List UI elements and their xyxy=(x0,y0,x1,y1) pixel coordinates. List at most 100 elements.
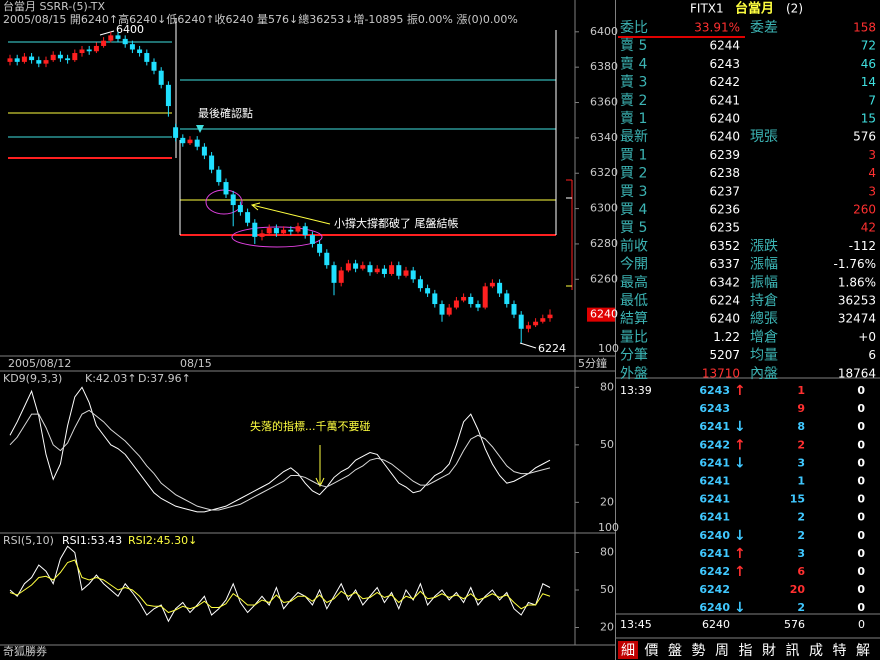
y-tick-label: 20 xyxy=(600,621,614,634)
quote-value: 576 xyxy=(853,130,876,144)
quote-label: 買 3 xyxy=(620,184,647,200)
tab[interactable]: 盤 xyxy=(668,643,682,659)
kd-note: 失落的指標...千萬不要碰 xyxy=(250,419,371,433)
tick-price: 6241 xyxy=(699,511,730,524)
candle-body xyxy=(309,235,315,244)
candle-body xyxy=(345,263,351,271)
candle-body xyxy=(432,293,438,305)
quote-label: 分筆 xyxy=(620,348,648,364)
tick-flag: 0 xyxy=(858,618,865,631)
tick-volume: 2 xyxy=(797,601,805,614)
indicator-line xyxy=(9,386,551,513)
last-price: 6240 xyxy=(590,308,618,321)
y-tick-label: 6320 xyxy=(590,166,618,179)
quote-qty: 14 xyxy=(861,75,876,89)
tab[interactable]: 解 xyxy=(856,643,870,659)
quote-label: 委比 xyxy=(620,20,648,36)
tick-volume: 20 xyxy=(790,583,806,596)
quote-label: 量比 xyxy=(620,329,648,345)
rsi1-label: RSI1:53.43 xyxy=(62,534,122,547)
quote-value: 6342 xyxy=(709,275,740,289)
tick-flag: 0 xyxy=(857,384,865,397)
quote-symbol: FITX1 xyxy=(690,2,724,16)
quote-qty: 3 xyxy=(868,148,876,162)
tick-volume: 8 xyxy=(797,420,805,433)
quote-label: 賣 1 xyxy=(620,111,647,127)
tick-price: 6241 xyxy=(699,493,730,506)
candle-body xyxy=(65,58,71,61)
high-label: 6400 xyxy=(116,23,144,36)
tab[interactable]: 細 xyxy=(621,643,635,659)
candle-body xyxy=(468,296,474,305)
candle-body xyxy=(425,288,431,294)
candle-body xyxy=(29,56,35,61)
quote-qty: 7 xyxy=(868,93,876,107)
candle-body xyxy=(374,268,380,273)
candle-body xyxy=(201,146,207,156)
quote-label: 買 2 xyxy=(620,166,647,182)
brand: 奇狐勝券 xyxy=(3,644,47,658)
candle-body xyxy=(230,194,236,206)
quote-value: 6237 xyxy=(709,184,740,198)
tick-price: 6243 xyxy=(699,402,730,415)
candle-body xyxy=(396,265,402,276)
date-left: 2005/08/12 xyxy=(8,357,71,370)
quote-value: 6337 xyxy=(709,257,740,271)
quote-label: 漲跌 xyxy=(750,238,778,254)
tick-arrow: ↑ xyxy=(734,564,746,580)
quote-label: 賣 4 xyxy=(620,56,647,72)
tab[interactable]: 特 xyxy=(833,643,847,659)
candle-body xyxy=(497,282,503,294)
y-tick-label: 50 xyxy=(600,583,614,596)
tick-price: 6242 xyxy=(699,583,730,596)
tick-volume: 576 xyxy=(784,618,805,631)
tick-volume: 1 xyxy=(797,384,805,397)
candle-body xyxy=(403,270,409,276)
candle-body xyxy=(525,325,531,329)
quote-value: 36253 xyxy=(838,294,876,308)
tick-flag: 0 xyxy=(857,420,865,433)
candle-body xyxy=(245,212,251,223)
tick-price: 6240 xyxy=(699,601,730,614)
candle-body xyxy=(21,56,27,62)
quote-label: 最高 xyxy=(620,274,648,291)
tick-time: 13:45 xyxy=(620,618,652,631)
tick-arrow: ↑ xyxy=(734,546,746,562)
tab[interactable]: 周 xyxy=(715,643,729,659)
candle-body xyxy=(122,38,128,45)
quote-value: 6242 xyxy=(709,75,740,89)
candle-body xyxy=(504,293,510,305)
quote-label: 總張 xyxy=(750,310,778,327)
broken-note: 小撐大撐都破了 尾盤結帳 xyxy=(334,216,459,230)
tick-price: 6241 xyxy=(699,420,730,433)
quote-label: 外盤 xyxy=(620,366,648,382)
tab[interactable]: 成 xyxy=(809,643,823,659)
low-label: 6224 xyxy=(538,342,566,355)
quote-qty: 15 xyxy=(861,112,876,126)
quote-value: 32474 xyxy=(838,312,876,326)
candle-body xyxy=(295,226,301,232)
quote-value: 33.91% xyxy=(694,21,740,35)
tab[interactable]: 財 xyxy=(762,643,776,659)
quote-value: 6240 xyxy=(709,312,740,326)
tick-price: 6242 xyxy=(699,438,730,451)
tab[interactable]: 價 xyxy=(645,642,659,659)
candle-body xyxy=(367,265,373,273)
candle-body xyxy=(43,60,49,64)
quote-value: 158 xyxy=(853,21,876,35)
tab[interactable]: 勢 xyxy=(692,643,706,659)
quote-label: 賣 3 xyxy=(620,75,647,91)
quote-value: 6352 xyxy=(709,239,740,253)
tick-volume: 2 xyxy=(797,438,805,451)
candle-body xyxy=(129,44,135,50)
quote-value: 6240 xyxy=(709,130,740,144)
tab[interactable]: 訊 xyxy=(786,643,800,659)
indicator-line xyxy=(9,559,551,614)
quote-value: 6238 xyxy=(709,166,740,180)
tab[interactable]: 指 xyxy=(739,643,753,659)
quote-value: 6240 xyxy=(709,112,740,126)
candle-body xyxy=(144,53,150,62)
confirm-note: 最後確認點 xyxy=(198,106,253,120)
